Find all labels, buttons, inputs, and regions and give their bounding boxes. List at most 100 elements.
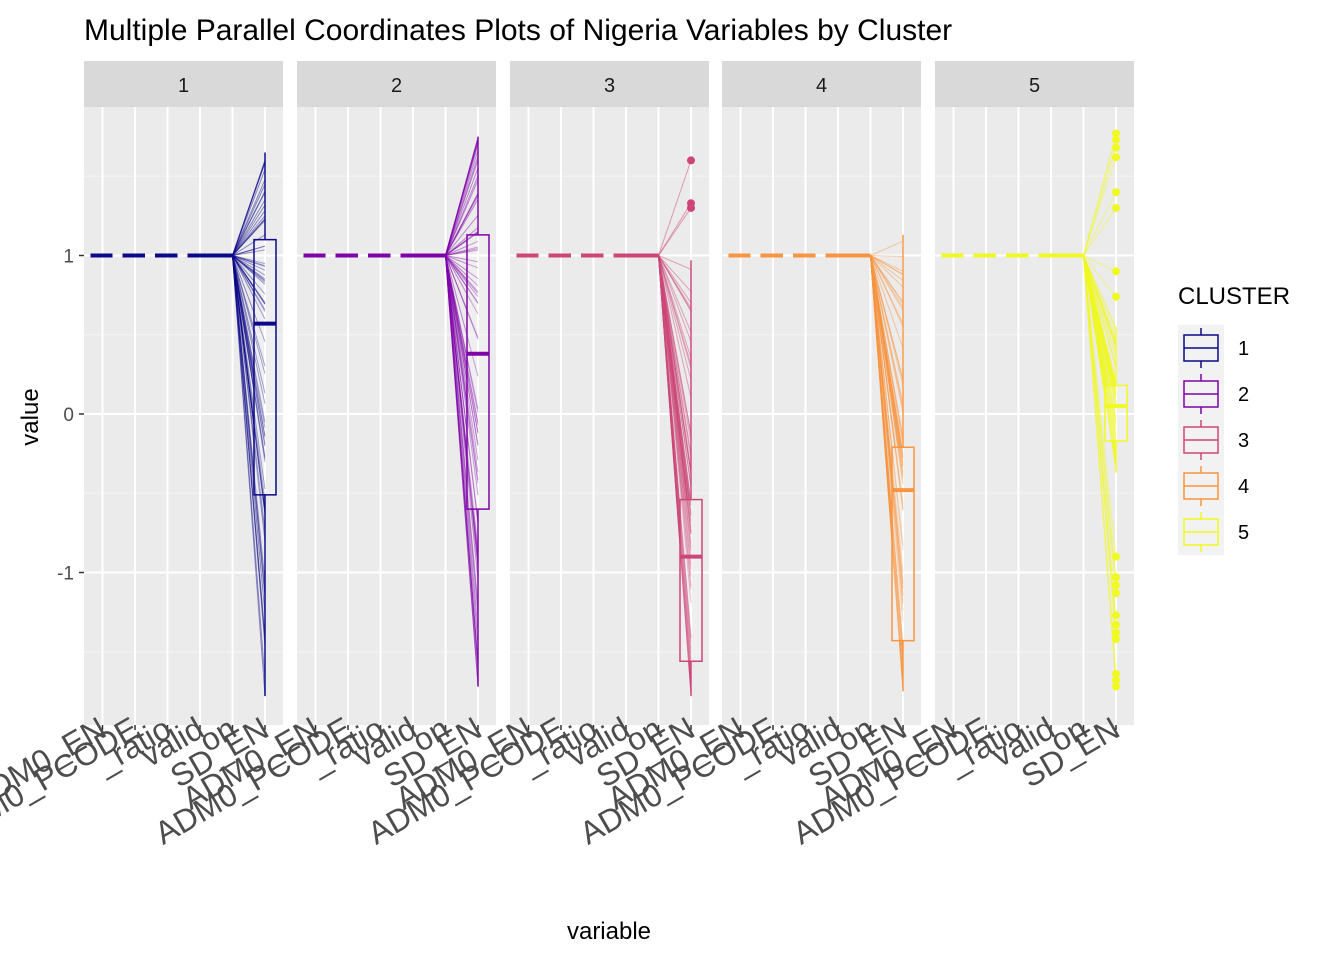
parallel-line xyxy=(445,156,479,256)
parallel-line xyxy=(658,255,692,515)
parallel-line xyxy=(658,255,692,513)
parallel-line xyxy=(1083,255,1117,386)
panel-background xyxy=(297,107,496,725)
parallel-line xyxy=(232,255,266,268)
parallel-line xyxy=(870,255,904,413)
parallel-line xyxy=(1083,255,1117,390)
parallel-line xyxy=(870,255,904,472)
parallel-line xyxy=(1083,255,1117,391)
parallel-line xyxy=(445,193,479,256)
parallel-line xyxy=(658,255,692,696)
parallel-line xyxy=(445,139,479,256)
parallel-line xyxy=(1083,255,1117,387)
facet-strip xyxy=(297,61,496,107)
parallel-line xyxy=(445,255,479,297)
parallel-line xyxy=(232,255,266,542)
parallel-line xyxy=(870,255,904,676)
legend-item-2: 2 xyxy=(1178,371,1249,417)
parallel-line xyxy=(232,255,266,459)
parallel-line xyxy=(445,231,479,256)
parallel-line xyxy=(870,255,904,689)
parallel-line xyxy=(1083,255,1117,420)
parallel-line xyxy=(870,240,904,256)
parallel-line xyxy=(232,160,266,256)
parallel-line xyxy=(1083,255,1117,389)
parallel-line xyxy=(232,255,266,265)
parallel-line xyxy=(445,140,479,256)
parallel-line xyxy=(232,204,266,256)
box-iqr xyxy=(253,238,277,496)
parallel-line xyxy=(658,255,692,292)
parallel-line xyxy=(658,255,692,333)
parallel-line xyxy=(658,255,692,535)
parallel-line xyxy=(232,199,266,256)
parallel-line xyxy=(232,255,266,423)
parallel-line xyxy=(232,255,266,681)
parallel-line xyxy=(232,255,266,615)
parallel-line xyxy=(658,255,692,675)
parallel-line xyxy=(870,255,904,686)
parallel-line xyxy=(658,255,692,270)
parallel-line xyxy=(870,255,904,466)
outlier-point xyxy=(1112,129,1120,138)
parallel-line xyxy=(658,255,692,577)
parallel-line xyxy=(658,255,692,693)
parallel-line xyxy=(232,245,266,256)
outlier-point xyxy=(1112,143,1120,152)
parallel-line xyxy=(445,144,479,256)
parallel-line xyxy=(232,179,266,256)
parallel-line xyxy=(445,255,479,263)
parallel-line xyxy=(445,255,479,433)
parallel-line xyxy=(232,255,266,304)
parallel-line xyxy=(445,195,479,256)
parallel-line xyxy=(870,255,904,622)
parallel-line xyxy=(232,255,266,513)
parallel-line xyxy=(232,162,266,256)
parallel-line xyxy=(658,255,692,642)
parallel-line xyxy=(445,214,479,256)
parallel-line xyxy=(232,255,266,516)
parallel-line xyxy=(232,169,266,256)
legend: CLUSTER 1 2 3 4 5 xyxy=(1178,283,1290,555)
outlier-point xyxy=(1112,589,1120,598)
parallel-line xyxy=(232,245,266,256)
parallel-line xyxy=(232,255,266,437)
legend-item-3: 3 xyxy=(1178,417,1249,463)
parallel-line xyxy=(658,255,692,603)
parallel-line xyxy=(870,255,904,463)
parallel-line xyxy=(658,255,692,664)
parallel-line xyxy=(658,255,692,472)
parallel-line xyxy=(445,255,479,481)
parallel-line xyxy=(870,255,904,691)
parallel-line xyxy=(445,255,479,663)
parallel-line xyxy=(870,255,904,683)
parallel-line-outlier xyxy=(1083,207,1117,256)
outlier-point xyxy=(1112,153,1120,162)
outlier-point xyxy=(1112,669,1120,678)
outlier-point xyxy=(1112,135,1120,144)
parallel-line xyxy=(658,255,692,502)
parallel-line xyxy=(1083,255,1117,453)
parallel-line xyxy=(232,255,266,642)
parallel-line xyxy=(1083,255,1117,462)
parallel-line xyxy=(1083,255,1117,445)
parallel-line xyxy=(658,255,692,528)
legend-label: 3 xyxy=(1238,430,1249,452)
parallel-line xyxy=(658,255,692,551)
parallel-line xyxy=(658,255,692,654)
parallel-line xyxy=(445,255,479,565)
parallel-line xyxy=(870,255,904,508)
parallel-line-outlier xyxy=(1083,255,1117,272)
parallel-line xyxy=(1083,255,1117,407)
parallel-line xyxy=(870,255,904,665)
parallel-line xyxy=(870,255,904,459)
box-iqr xyxy=(466,234,490,510)
parallel-line xyxy=(232,255,266,280)
parallel-line xyxy=(1083,255,1117,331)
panel-background xyxy=(84,107,283,725)
outlier-point xyxy=(1112,676,1120,685)
y-tick-label: 0 xyxy=(63,405,74,426)
parallel-line xyxy=(658,255,692,455)
panel-background xyxy=(510,107,709,725)
